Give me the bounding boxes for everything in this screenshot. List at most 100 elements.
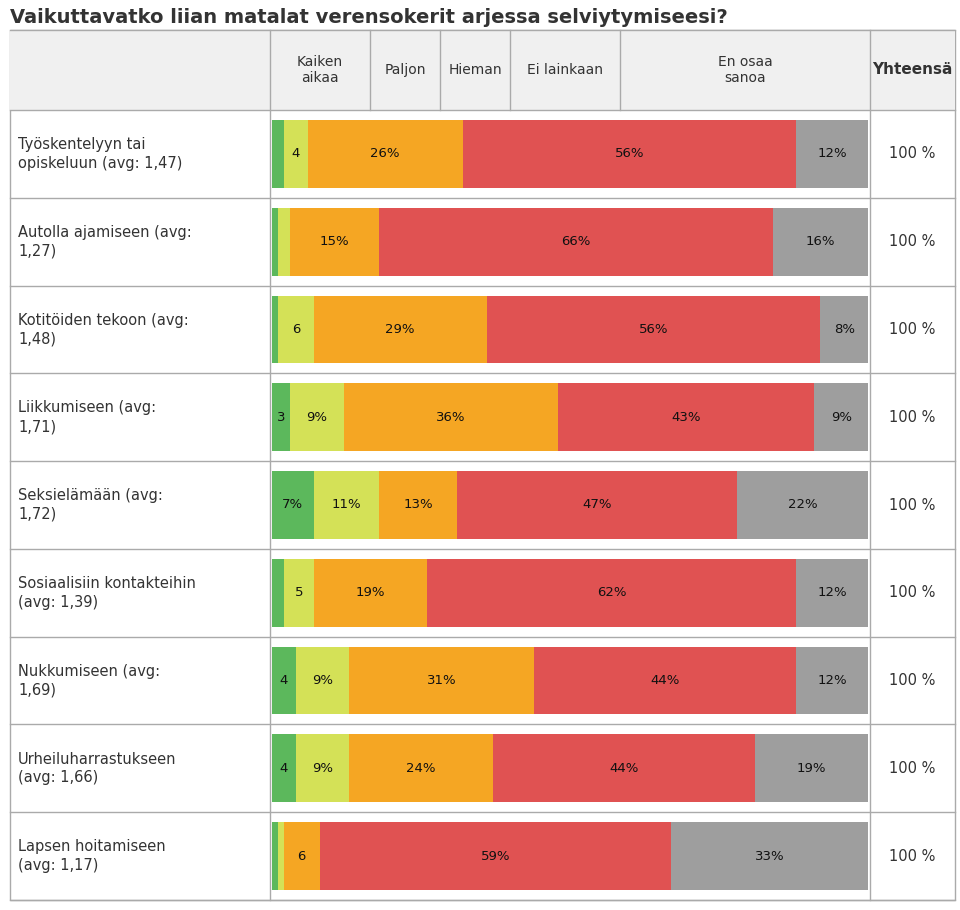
Bar [344, 383, 558, 451]
Bar [272, 296, 278, 363]
Text: 100 %: 100 % [889, 585, 936, 601]
Text: 5: 5 [295, 586, 303, 600]
Bar [487, 296, 820, 363]
Text: 6: 6 [292, 323, 300, 336]
Bar [463, 120, 797, 187]
Text: 100 %: 100 % [889, 234, 936, 249]
Bar [379, 471, 457, 539]
Bar [284, 120, 308, 187]
Bar [272, 120, 284, 187]
Text: 100 %: 100 % [889, 322, 936, 337]
Text: Yhteensä: Yhteensä [873, 63, 952, 77]
Text: En osaa
sanoa: En osaa sanoa [718, 55, 773, 86]
Bar [797, 647, 868, 714]
Bar [349, 734, 492, 803]
Text: Lapsen hoitamiseen
(avg: 1,17): Lapsen hoitamiseen (avg: 1,17) [18, 839, 166, 873]
Text: 100 %: 100 % [889, 410, 936, 425]
Bar [284, 559, 314, 627]
Text: 7%: 7% [282, 499, 303, 511]
Bar [308, 120, 463, 187]
Text: 13%: 13% [403, 499, 433, 511]
Bar [820, 296, 868, 363]
Text: 44%: 44% [609, 762, 638, 774]
Text: 12%: 12% [817, 674, 847, 687]
Text: Ei lainkaan: Ei lainkaan [527, 63, 603, 77]
Text: Paljon: Paljon [384, 63, 425, 77]
Text: 26%: 26% [371, 147, 400, 160]
Bar [10, 30, 955, 110]
Bar [797, 120, 868, 187]
Bar [278, 823, 284, 890]
Text: Autolla ajamiseen (avg:
1,27): Autolla ajamiseen (avg: 1,27) [18, 225, 192, 258]
Text: 44%: 44% [651, 674, 680, 687]
Text: Kotitöiden tekoon (avg:
1,48): Kotitöiden tekoon (avg: 1,48) [18, 313, 189, 346]
Bar [379, 207, 773, 276]
Text: 4: 4 [279, 674, 288, 687]
Bar [272, 823, 278, 890]
Text: 19%: 19% [797, 762, 827, 774]
Bar [320, 823, 671, 890]
Text: 62%: 62% [597, 586, 627, 600]
Text: 8%: 8% [833, 323, 854, 336]
Bar [814, 383, 868, 451]
Bar [755, 734, 868, 803]
Bar [558, 383, 814, 451]
Text: 56%: 56% [614, 147, 644, 160]
Bar [278, 207, 290, 276]
Bar [534, 647, 797, 714]
Text: 24%: 24% [406, 762, 436, 774]
Text: 9%: 9% [312, 674, 333, 687]
Text: 12%: 12% [817, 586, 847, 600]
Text: 100 %: 100 % [889, 673, 936, 688]
Text: Urheiluharrastukseen
(avg: 1,66): Urheiluharrastukseen (avg: 1,66) [18, 752, 177, 785]
Text: 43%: 43% [671, 410, 701, 424]
Text: 33%: 33% [755, 850, 784, 863]
Text: 100 %: 100 % [889, 498, 936, 512]
Text: 56%: 56% [638, 323, 668, 336]
Bar [272, 207, 278, 276]
Text: 4: 4 [279, 762, 288, 774]
Text: 22%: 22% [787, 499, 817, 511]
Text: Työskentelyyn tai
opiskeluun (avg: 1,47): Työskentelyyn tai opiskeluun (avg: 1,47) [18, 137, 182, 171]
Bar [427, 559, 797, 627]
Text: Nukkumiseen (avg:
1,69): Nukkumiseen (avg: 1,69) [18, 663, 160, 697]
Text: 29%: 29% [385, 323, 415, 336]
Text: Sosiaalisiin kontakteihin
(avg: 1,39): Sosiaalisiin kontakteihin (avg: 1,39) [18, 576, 196, 610]
Text: 100 %: 100 % [889, 849, 936, 864]
Bar [314, 296, 487, 363]
Text: Vaikuttavatko liian matalat verensokerit arjessa selviytymiseesi?: Vaikuttavatko liian matalat verensokerit… [10, 8, 728, 27]
Text: 19%: 19% [355, 586, 385, 600]
Bar [457, 471, 737, 539]
Bar [290, 207, 379, 276]
Bar [773, 207, 868, 276]
Bar [296, 734, 349, 803]
Bar [272, 559, 284, 627]
Text: 9%: 9% [312, 762, 333, 774]
Text: 12%: 12% [817, 147, 847, 160]
Text: 36%: 36% [436, 410, 466, 424]
Bar [284, 823, 320, 890]
Text: 9%: 9% [830, 410, 852, 424]
Text: 9%: 9% [306, 410, 327, 424]
Text: 31%: 31% [427, 674, 457, 687]
Text: 100 %: 100 % [889, 761, 936, 776]
Text: 4: 4 [292, 147, 300, 160]
Bar [671, 823, 868, 890]
Bar [314, 559, 427, 627]
Bar [296, 647, 349, 714]
Bar [272, 647, 296, 714]
Text: Hieman: Hieman [448, 63, 502, 77]
Text: 100 %: 100 % [889, 147, 936, 161]
Bar [272, 734, 296, 803]
Text: 16%: 16% [805, 235, 835, 248]
Bar [272, 471, 314, 539]
Bar [737, 471, 868, 539]
Text: 15%: 15% [320, 235, 349, 248]
Text: 59%: 59% [481, 850, 511, 863]
Text: Seksielämään (avg:
1,72): Seksielämään (avg: 1,72) [18, 488, 163, 521]
Text: 6: 6 [298, 850, 306, 863]
Bar [278, 296, 314, 363]
Bar [492, 734, 755, 803]
Bar [349, 647, 534, 714]
Text: 66%: 66% [562, 235, 590, 248]
